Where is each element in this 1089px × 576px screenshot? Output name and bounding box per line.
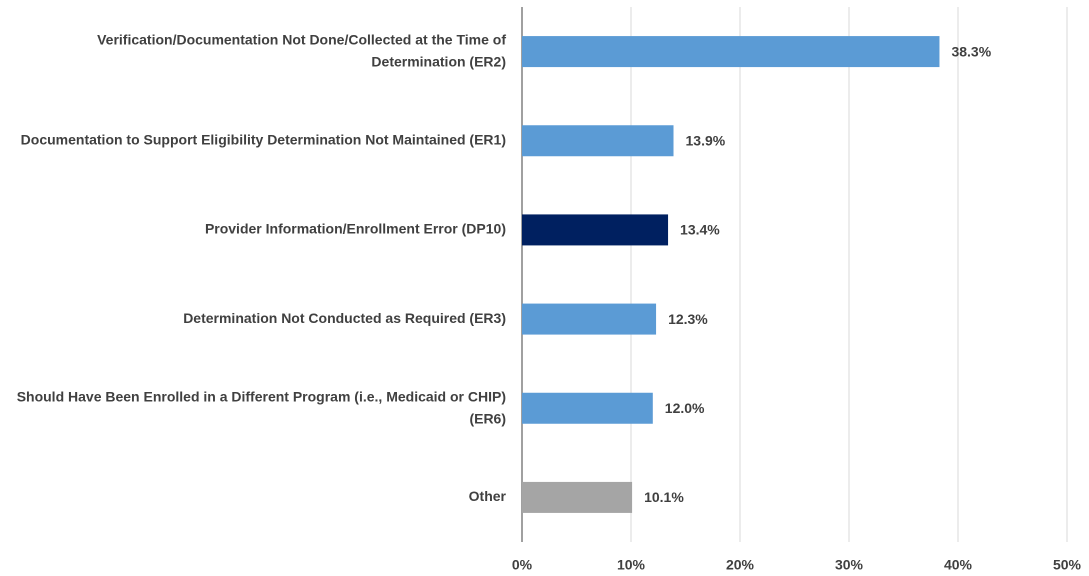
- y-tick-label: Should Have Been Enrolled in a Different…: [17, 388, 506, 426]
- data-label: 12.3%: [668, 311, 708, 327]
- x-tick-label: 50%: [1053, 557, 1082, 573]
- data-label: 13.9%: [686, 132, 726, 148]
- data-label: 10.1%: [644, 489, 684, 505]
- bar: [522, 214, 669, 246]
- data-label: 38.3%: [951, 43, 991, 59]
- x-tick-label: 40%: [944, 557, 973, 573]
- x-tick-label: 10%: [617, 557, 646, 573]
- y-tick-label: Documentation to Support Eligibility Det…: [21, 131, 506, 147]
- y-tick-label: Provider Information/Enrollment Error (D…: [205, 221, 506, 237]
- bar: [522, 125, 674, 157]
- x-tick-label: 0%: [512, 557, 533, 573]
- y-tick-label: Other: [469, 488, 507, 504]
- data-label: 13.4%: [680, 222, 720, 238]
- bar: [522, 392, 653, 424]
- data-label: 12.0%: [665, 400, 705, 416]
- x-tick-label: 30%: [835, 557, 864, 573]
- x-tick-label: 20%: [726, 557, 755, 573]
- bar: [522, 36, 940, 68]
- bar: [522, 481, 633, 513]
- bar: [522, 303, 657, 335]
- y-tick-label: Determination Not Conducted as Required …: [183, 310, 506, 326]
- y-tick-label: Verification/Documentation Not Done/Coll…: [97, 31, 506, 69]
